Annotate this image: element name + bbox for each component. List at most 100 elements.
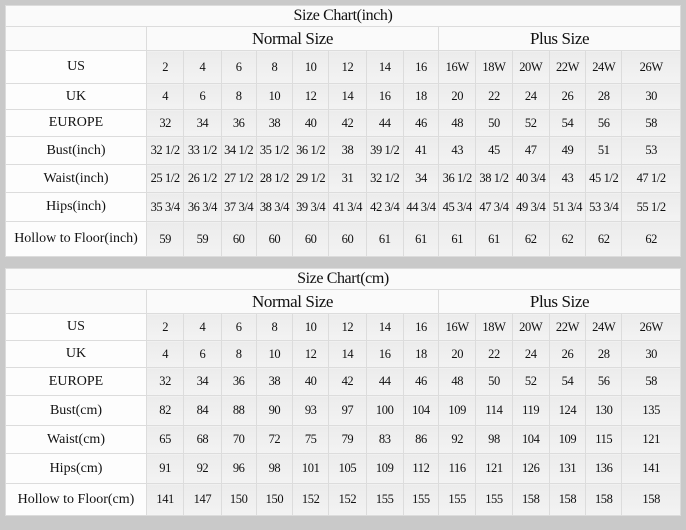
size-value-cell: 4 bbox=[183, 313, 222, 341]
size-value-cell: 60 bbox=[255, 221, 294, 257]
size-value-cell: 33 1/2 bbox=[183, 136, 222, 165]
size-value-cell: 136 bbox=[585, 453, 623, 484]
corner-cell bbox=[4, 26, 148, 51]
size-value-cell: 155 bbox=[475, 483, 513, 516]
size-value-cell: 38 bbox=[328, 136, 367, 165]
size-value-cell: 6 bbox=[183, 340, 222, 368]
row-label: Bust(cm) bbox=[4, 395, 148, 426]
size-value-cell: 115 bbox=[585, 425, 623, 454]
size-value-cell: 104 bbox=[511, 425, 550, 454]
size-value-cell: 55 1/2 bbox=[621, 192, 681, 222]
row-label: Hips(inch) bbox=[4, 192, 148, 222]
size-value-cell: 14 bbox=[365, 313, 404, 341]
row-label: US bbox=[4, 313, 148, 341]
size-value-cell: 2 bbox=[146, 50, 185, 84]
size-value-cell: 88 bbox=[220, 395, 257, 426]
size-value-cell: 34 bbox=[402, 164, 440, 193]
size-value-cell: 26W bbox=[621, 313, 681, 341]
size-value-cell: 52 bbox=[511, 367, 550, 396]
group-plus-size: Plus Size bbox=[438, 26, 681, 51]
size-value-cell: 44 3/4 bbox=[402, 192, 440, 222]
size-value-cell: 49 3/4 bbox=[511, 192, 550, 222]
chart-title: Size Chart(cm) bbox=[5, 268, 681, 290]
chart-title: Size Chart(inch) bbox=[5, 5, 681, 27]
size-value-cell: 24 bbox=[511, 340, 550, 368]
size-value-cell: 152 bbox=[292, 483, 330, 516]
size-value-cell: 92 bbox=[183, 453, 222, 484]
size-value-cell: 60 bbox=[292, 221, 330, 257]
size-value-cell: 40 bbox=[292, 109, 330, 137]
size-value-cell: 79 bbox=[328, 425, 367, 454]
size-value-cell: 61 bbox=[365, 221, 404, 257]
table-row: Hollow to Floor(cm) 141 147 150 150 152 152 155… bbox=[4, 483, 681, 516]
size-value-cell: 112 bbox=[402, 453, 440, 484]
size-value-cell: 35 1/2 bbox=[255, 136, 294, 165]
row-label: Hollow to Floor(cm) bbox=[4, 483, 148, 516]
size-value-cell: 61 bbox=[402, 221, 440, 257]
row-label: EUROPE bbox=[4, 367, 148, 396]
size-value-cell: 8 bbox=[220, 340, 257, 368]
size-value-cell: 124 bbox=[548, 395, 587, 426]
size-value-cell: 39 3/4 bbox=[292, 192, 330, 222]
size-value-cell: 4 bbox=[183, 50, 222, 84]
size-value-cell: 12 bbox=[292, 340, 330, 368]
size-value-cell: 31 bbox=[328, 164, 367, 193]
size-value-cell: 14 bbox=[328, 83, 367, 110]
row-label: Hips(cm) bbox=[4, 453, 148, 484]
size-value-cell: 58 bbox=[621, 367, 681, 396]
size-value-cell: 32 bbox=[146, 367, 185, 396]
size-value-cell: 92 bbox=[438, 425, 477, 454]
size-value-cell: 30 bbox=[621, 340, 681, 368]
size-value-cell: 158 bbox=[548, 483, 587, 516]
size-value-cell: 97 bbox=[328, 395, 367, 426]
size-value-cell: 150 bbox=[255, 483, 294, 516]
size-value-cell: 45 bbox=[475, 136, 513, 165]
size-value-cell: 4 bbox=[146, 83, 185, 110]
size-value-cell: 16W bbox=[438, 313, 477, 341]
size-value-cell: 24W bbox=[585, 313, 623, 341]
size-value-cell: 141 bbox=[146, 483, 185, 516]
size-value-cell: 43 bbox=[438, 136, 477, 165]
size-value-cell: 10 bbox=[292, 313, 330, 341]
size-value-cell: 36 1/2 bbox=[292, 136, 330, 165]
size-value-cell: 42 bbox=[328, 109, 367, 137]
group-plus-size: Plus Size bbox=[438, 289, 681, 314]
size-value-cell: 158 bbox=[511, 483, 550, 516]
size-value-cell: 18 bbox=[402, 83, 440, 110]
size-value-cell: 41 3/4 bbox=[328, 192, 367, 222]
size-value-cell: 96 bbox=[220, 453, 257, 484]
size-value-cell: 51 3/4 bbox=[548, 192, 587, 222]
row-label: UK bbox=[4, 340, 148, 368]
size-value-cell: 158 bbox=[585, 483, 623, 516]
size-value-cell: 150 bbox=[220, 483, 257, 516]
size-value-cell: 50 bbox=[475, 367, 513, 396]
size-value-cell: 38 bbox=[255, 367, 294, 396]
size-value-cell: 4 bbox=[146, 340, 185, 368]
size-value-cell: 46 bbox=[402, 109, 440, 137]
size-value-cell: 27 1/2 bbox=[220, 164, 257, 193]
size-value-cell: 40 3/4 bbox=[511, 164, 550, 193]
size-value-cell: 147 bbox=[183, 483, 222, 516]
table-row: Bust(inch) 32 1/2 33 1/2 34 1/2 35 1/2 36 1/2… bbox=[4, 136, 681, 165]
size-value-cell: 100 bbox=[365, 395, 404, 426]
size-value-cell: 22 bbox=[475, 83, 513, 110]
size-value-cell: 60 bbox=[220, 221, 257, 257]
size-value-cell: 34 bbox=[183, 367, 222, 396]
size-value-cell: 61 bbox=[438, 221, 477, 257]
size-value-cell: 114 bbox=[475, 395, 513, 426]
size-value-cell: 36 3/4 bbox=[183, 192, 222, 222]
size-value-cell: 38 bbox=[255, 109, 294, 137]
size-value-cell: 22W bbox=[548, 50, 587, 84]
size-value-cell: 38 3/4 bbox=[255, 192, 294, 222]
table-row: EUROPE 32 34 36 38 40 42 44 46 48 50 52 54 56 58 bbox=[4, 367, 681, 396]
size-value-cell: 29 1/2 bbox=[292, 164, 330, 193]
size-value-cell: 121 bbox=[621, 425, 681, 454]
size-value-cell: 121 bbox=[475, 453, 513, 484]
row-label: US bbox=[4, 50, 148, 84]
size-value-cell: 16 bbox=[402, 50, 440, 84]
size-value-cell: 34 1/2 bbox=[220, 136, 257, 165]
size-value-cell: 16 bbox=[402, 313, 440, 341]
size-value-cell: 62 bbox=[585, 221, 623, 257]
size-value-cell: 86 bbox=[402, 425, 440, 454]
size-value-cell: 48 bbox=[438, 367, 477, 396]
